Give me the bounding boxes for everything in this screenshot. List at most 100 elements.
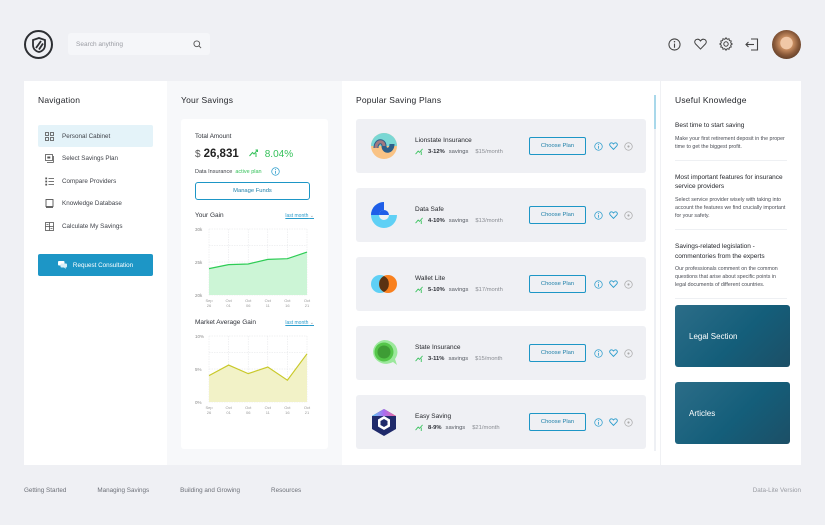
scrollbar-thumb[interactable] [654, 95, 656, 129]
info-icon[interactable] [594, 348, 603, 358]
plan-meta: 8-9% savings $21/month [415, 424, 529, 431]
plan-range: 5-10% [428, 286, 445, 293]
plan-savings-label: savings [448, 355, 469, 362]
savings-title: Your Savings [181, 95, 234, 105]
market-chart-header: Market Average Gain last month ⌄ [195, 319, 314, 326]
close-icon[interactable] [624, 210, 633, 220]
nav-item-select-savings-plan[interactable]: Select Savings Plan [38, 148, 153, 170]
nav-item-knowledge-database[interactable]: Knowledge Database [38, 193, 153, 215]
nav-item-calculate-my-savings[interactable]: Calculate My Savings [38, 215, 153, 237]
svg-text:Oct: Oct [265, 298, 272, 303]
plan-name: Wallet Lite [415, 275, 446, 282]
knowledge-title: Useful Knowledge [675, 95, 747, 105]
plan-range: 3-12% [428, 148, 445, 155]
search-placeholder: Search anything [76, 40, 123, 48]
svg-text:Oct: Oct [304, 405, 311, 410]
close-icon[interactable] [624, 279, 633, 289]
state-insurance-logo-icon [373, 339, 398, 365]
choose-plan-button[interactable]: Choose Plan [529, 206, 586, 224]
footer-link-building-growing[interactable]: Building and Growing [180, 487, 241, 494]
svg-text:21: 21 [305, 303, 310, 308]
logout-icon[interactable] [744, 36, 760, 52]
knowledge-item[interactable]: Most important features for insurance se… [675, 173, 787, 230]
list-icon [45, 177, 54, 186]
legal-section-tile[interactable]: Legal Section [675, 305, 790, 368]
articles-tile[interactable]: Articles [675, 382, 790, 445]
nav-item-compare-providers[interactable]: Compare Providers [38, 170, 153, 192]
close-icon[interactable] [624, 141, 633, 151]
svg-text:Oct: Oct [284, 298, 291, 303]
footer-link-getting-started[interactable]: Getting Started [24, 487, 67, 494]
trend-up-icon [415, 148, 423, 155]
request-consultation-label: Request Consultation [72, 261, 134, 269]
heart-icon[interactable] [609, 349, 618, 357]
plan-range: 3-11% [428, 355, 445, 362]
info-icon[interactable] [594, 141, 603, 151]
close-icon[interactable] [624, 348, 633, 358]
info-icon[interactable] [594, 279, 603, 289]
svg-text:21: 21 [305, 410, 310, 415]
info-icon[interactable] [594, 417, 603, 427]
savings-card: Total Amount $ 26,831 8.04% Data Insuran… [181, 119, 328, 449]
svg-text:Oct: Oct [304, 298, 311, 303]
choose-plan-button[interactable]: Choose Plan [529, 137, 586, 155]
plan-meta: 3-12% savings $15/month [415, 148, 529, 155]
market-period-dropdown[interactable]: last month ⌄ [285, 320, 314, 326]
info-icon[interactable] [666, 36, 682, 52]
knowledge-item-title[interactable]: Best time to start saving [675, 122, 745, 129]
knowledge-item[interactable]: Best time to start saving Make your firs… [675, 121, 787, 161]
lionstate-logo-icon [371, 133, 397, 159]
heart-icon[interactable] [609, 280, 618, 288]
knowledge-item-title[interactable]: Most important features for insurance se… [675, 173, 783, 191]
main-panel: Navigation Personal Cabinet Select Savin… [24, 81, 801, 465]
knowledge-item-title[interactable]: Savings-related legislation - commentori… [675, 242, 765, 260]
tile-label: Articles [689, 408, 716, 418]
manage-funds-button[interactable]: Manage Funds [195, 182, 310, 200]
request-consultation-button[interactable]: Request Consultation [38, 254, 153, 276]
plan-price: $21/month [472, 424, 500, 431]
plan-savings-label: savings [445, 424, 466, 431]
info-icon[interactable] [594, 210, 603, 220]
search-input[interactable]: Search anything [68, 33, 210, 55]
plan-name: Easy Saving [415, 413, 452, 420]
gain-period-dropdown[interactable]: last month ⌄ [285, 213, 314, 219]
gear-icon[interactable] [718, 36, 734, 52]
nav-label: Personal Cabinet [62, 132, 111, 140]
footer-link-managing-savings[interactable]: Managing Savings [97, 487, 150, 494]
nav-item-personal-cabinet[interactable]: Personal Cabinet [38, 125, 153, 147]
chat-icon [57, 261, 67, 269]
footer-link-resources[interactable]: Resources [271, 487, 302, 494]
heart-icon[interactable] [692, 36, 708, 52]
plans-list: Lionstate Insurance 3-12% savings $15/mo… [356, 119, 646, 449]
heart-icon[interactable] [609, 418, 618, 426]
choose-plan-button[interactable]: Choose Plan [529, 413, 586, 431]
svg-text:30k: 30k [195, 227, 203, 232]
choose-plan-button[interactable]: Choose Plan [529, 344, 586, 362]
trend-up-icon [415, 424, 423, 431]
heart-icon[interactable] [609, 142, 618, 150]
svg-text:Oct: Oct [245, 298, 252, 303]
choose-plan-button[interactable]: Choose Plan [529, 275, 586, 293]
heart-icon[interactable] [609, 211, 618, 219]
knowledge-item[interactable]: Savings-related legislation - commentori… [675, 242, 787, 300]
trend-up-icon [248, 149, 258, 157]
plan-range: 4-10% [428, 217, 445, 224]
svg-text:Oct: Oct [245, 405, 252, 410]
user-avatar[interactable] [772, 30, 801, 59]
chevron-down-icon: ⌄ [309, 212, 314, 219]
trend-up-icon [415, 355, 423, 362]
svg-text:Oct: Oct [225, 405, 232, 410]
info-icon[interactable] [270, 167, 280, 176]
svg-text:01: 01 [226, 410, 231, 415]
close-icon[interactable] [624, 417, 633, 427]
plan-prefix: Data Insurance [195, 168, 233, 175]
plan-price: $15/month [475, 148, 503, 155]
search-icon[interactable] [193, 39, 202, 49]
app-logo[interactable] [24, 30, 53, 59]
navigation-title: Navigation [38, 95, 81, 105]
plan-name: Data Safe [415, 206, 444, 213]
plan-price: $13/month [475, 217, 503, 224]
plans-scrollbar[interactable] [654, 95, 656, 451]
svg-text:25k: 25k [195, 260, 203, 265]
